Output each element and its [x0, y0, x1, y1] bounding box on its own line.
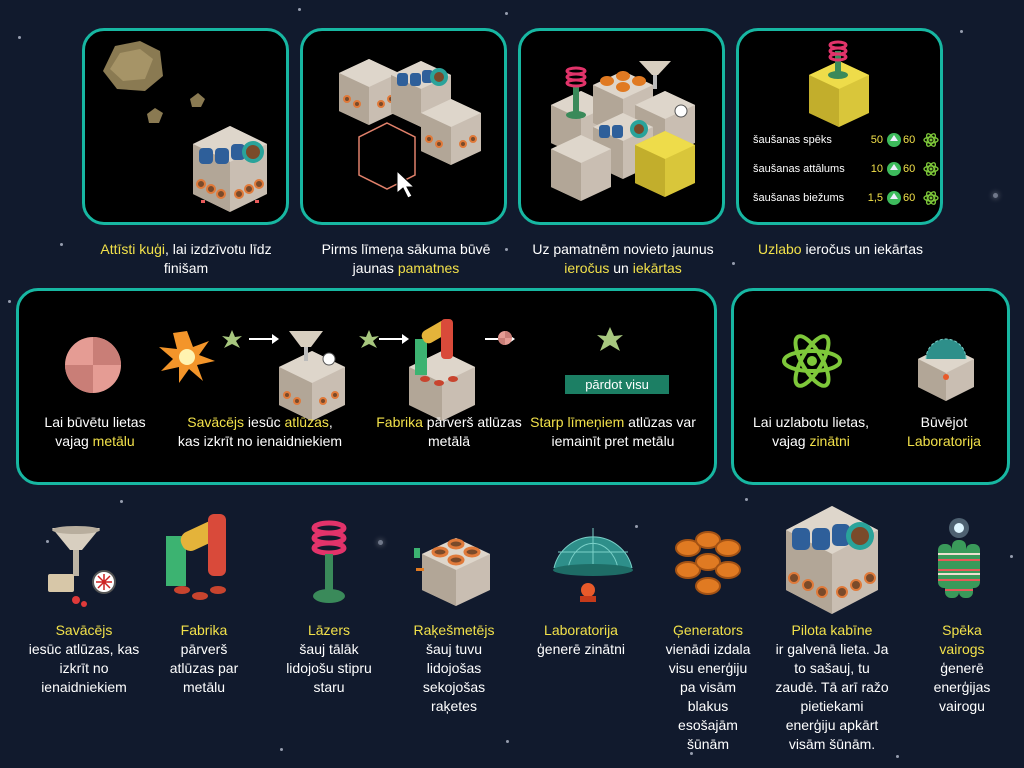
item-desc: šauj tālāk lidojošu stipru staru — [286, 641, 372, 695]
item-factory: Fabrika pārverš atlūzas par metālu — [160, 621, 248, 697]
item-name: Fabrika — [180, 622, 228, 638]
upgrade-arrow-icon[interactable] — [887, 162, 901, 176]
caption-develop-ship: Attīsti kuģi, lai izdzīvotu līdz finišam — [100, 241, 272, 276]
laser-icon — [311, 520, 347, 603]
stat-row-rate: šaušanas biežums 1,5 60 — [753, 191, 943, 207]
factory-hex — [409, 319, 475, 421]
item-name: Lāzers — [307, 622, 351, 638]
caption-collector: Savācējs iesūc atlūzas, kas izkrīt no ie… — [177, 414, 343, 449]
stat-value: 10 — [870, 163, 883, 175]
item-desc: ir galvenā lieta. Ja to sašauj, tu zaudē… — [775, 641, 889, 752]
rocket-launcher-icon — [414, 538, 490, 606]
debris-icon — [597, 327, 623, 351]
science-atom-icon — [782, 334, 842, 388]
item-name: Spēka vairogs — [939, 622, 985, 657]
place-weapons-illustration — [551, 61, 695, 201]
caption-science: Lai uzlabotu lietas, vajag zinātni — [753, 414, 869, 449]
item-name: Savācējs — [55, 622, 113, 638]
upgrade-arrow-icon[interactable] — [887, 133, 901, 147]
build-bases-illustration — [339, 59, 481, 199]
arrow-right-icon — [249, 334, 279, 344]
explosion-icon — [159, 331, 215, 383]
debris-icon — [222, 330, 242, 348]
sell-all-button[interactable]: pārdot visu — [565, 375, 669, 394]
item-laboratory: Laboratorija ģenerē zinātni — [526, 621, 636, 659]
item-desc: iesūc atlūzas, kas izkrīt no ienaidnieki… — [28, 641, 140, 695]
metal-icon — [65, 337, 121, 393]
caption-upgrade: Uzlabo ieročus un iekārtas — [758, 241, 923, 257]
stat-label: šaušanas spēks — [753, 134, 832, 146]
item-desc: vienādi izdala visu enerģiju pa visām bl… — [665, 641, 751, 752]
item-laser: Lāzers šauj tālāk lidojošu stipru staru — [278, 621, 380, 697]
metal-icon-small — [498, 331, 512, 345]
caption-build-bases: Pirms līmeņa sākuma būvē jaunas pamatnes — [321, 241, 491, 276]
item-collector: Savācējs iesūc atlūzas, kas izkrīt no ie… — [26, 621, 142, 697]
panel-build-bases — [300, 28, 507, 225]
stat-row-range: šaušanas attālums 10 60 — [753, 162, 943, 178]
asteroid-illustration — [103, 41, 267, 212]
collector-icon — [48, 526, 116, 607]
stat-value: 50 — [870, 134, 883, 146]
shield-generator-icon — [938, 518, 980, 598]
item-desc: pārverš atlūzas par metālu — [169, 641, 239, 695]
item-name: Laboratorija — [544, 622, 618, 638]
upgrade-arrow-icon[interactable] — [887, 191, 901, 205]
laboratory-hex — [918, 338, 974, 401]
science-icon — [923, 133, 939, 147]
factory-icon — [166, 514, 226, 600]
item-desc: ģenerē zinātni — [537, 641, 625, 657]
caption-metal: Lai būvētu lietas vajag metālu — [44, 414, 146, 449]
stat-upgrade-cost: 60 — [903, 163, 916, 175]
stat-label: šaušanas attālums — [753, 163, 845, 175]
item-desc: šauj tuvu lidojošas sekojošas raķetes — [422, 641, 486, 714]
laboratory-icon — [553, 528, 633, 602]
stat-label: šaušanas biežums — [753, 192, 845, 204]
caption-laboratory: Būvējot Laboratorija — [907, 414, 981, 449]
stat-upgrade-cost: 60 — [903, 192, 916, 204]
panel-develop-ship — [82, 28, 289, 225]
dish-small — [639, 61, 671, 89]
science-icon — [923, 162, 939, 176]
item-name: Ģenerators — [672, 622, 744, 638]
science-icon — [923, 191, 939, 205]
panel-science: Lai uzlabotu lietas, vajag zinātni Būvēj… — [731, 288, 1010, 485]
debris-icon — [359, 330, 379, 348]
laser-tower-small — [565, 66, 587, 119]
caption-place-weapons: Uz pamatnēm novieto jaunus ieročus un ie… — [532, 241, 714, 276]
item-generator: Ģenerators vienādi izdala visu enerģiju … — [660, 621, 756, 754]
item-pilot-cockpit: Pilota kabīne ir galvenā lieta. Ja to sa… — [774, 621, 890, 754]
item-rocket-launcher: Raķešmetējs šauj tuvu lidojošas sekojoša… — [406, 621, 502, 716]
upgrade-illustration — [809, 40, 869, 127]
item-shield-generator: Spēka vairogs ģenerē enerģijas vairogu — [920, 621, 1004, 716]
stat-row-power: šaušanas spēks 50 60 — [753, 133, 943, 149]
generator-icon — [675, 531, 741, 595]
caption-sell: Starp līmeņiem atlūzas var iemainīt pret… — [530, 414, 696, 449]
item-name: Pilota kabīne — [791, 622, 873, 638]
panel-upgrade: šaušanas spēks 50 60 šaušanas attālums 1… — [736, 28, 943, 225]
empty-hex-slot — [358, 122, 416, 190]
caption-factory: Fabrika pārverš atlūzas metālā — [376, 414, 522, 449]
item-name: Raķešmetējs — [413, 622, 495, 638]
mouse-cursor-icon — [396, 169, 416, 199]
stat-value: 1,5 — [867, 192, 883, 204]
pilot-cockpit-icon — [786, 506, 878, 614]
cockpit-hex — [193, 126, 267, 212]
panel-place-weapons — [518, 28, 725, 225]
item-desc: ģenerē enerģijas vairogu — [933, 660, 991, 714]
panel-metal: pārdot visu Lai būvētu lietas vajag metā… — [16, 288, 717, 485]
collector-hex — [279, 331, 345, 421]
arrow-right-icon — [379, 334, 409, 344]
stat-upgrade-cost: 60 — [903, 134, 916, 146]
